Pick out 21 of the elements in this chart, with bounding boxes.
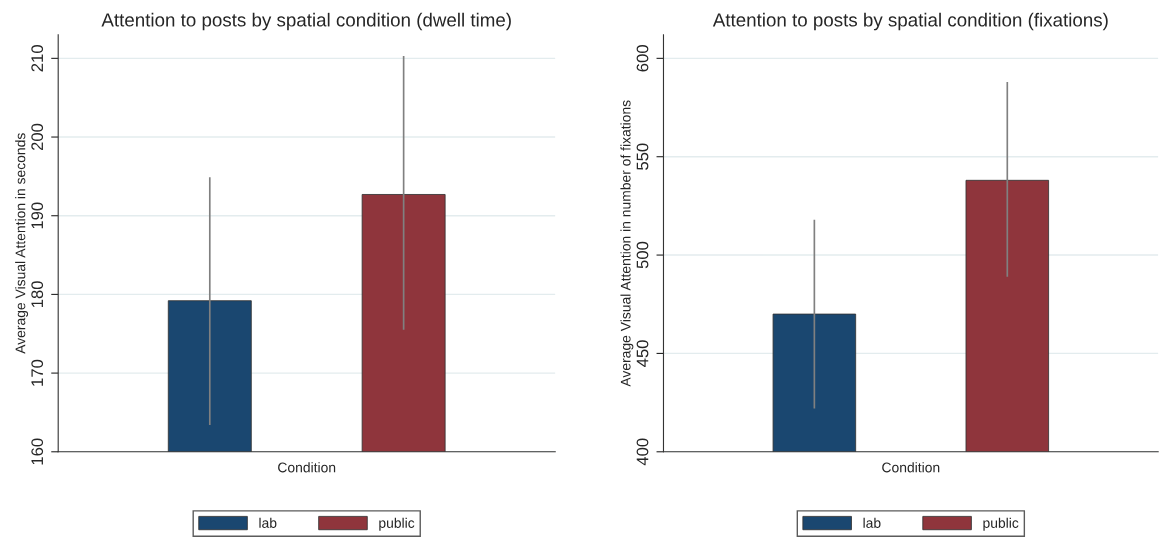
y-tick-label: 170 [31,359,44,386]
y-tick-label: 500 [636,241,649,269]
y-tick-label: 600 [636,45,649,72]
legend-label: lab [259,517,277,528]
x-axis-title: Condition [278,462,336,473]
chart-title: Attention to posts by spatial condition (fixations) [712,12,1108,31]
y-tick-label: 190 [31,202,44,229]
y-tick-label: 200 [31,123,44,151]
y-tick-label: 550 [636,143,649,170]
legend-label: lab [863,517,881,528]
y-tick-label: 400 [636,438,649,466]
legend-label: public [379,517,415,531]
y-axis-title: Average Visual Attention in seconds [15,133,29,354]
y-tick-label: 180 [31,281,44,308]
y-tick-label: 160 [31,438,44,465]
y-tick-label: 450 [636,340,649,367]
chart-title: Attention to posts by spatial condition (dwell time) [101,12,511,31]
y-tick-label: 210 [31,45,44,72]
y-axis-title: Average Visual Attention in number of fixations [620,100,634,387]
legend-label: public [983,517,1019,531]
x-axis-title: Condition [882,462,940,473]
